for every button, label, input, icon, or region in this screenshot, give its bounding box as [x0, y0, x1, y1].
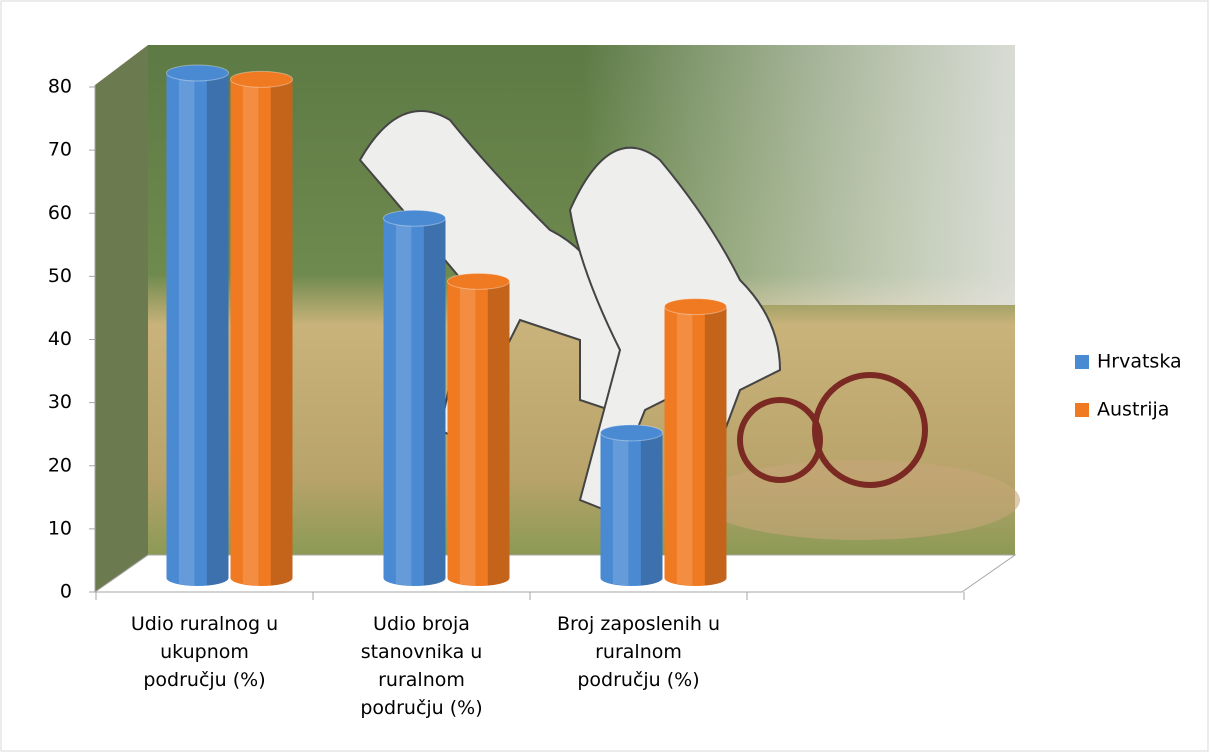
bar-top [167, 65, 229, 81]
cylinder [167, 65, 229, 586]
bar-shade [488, 281, 510, 585]
bar-top [384, 210, 446, 226]
bar-shade [424, 218, 446, 585]
y-tick-label: 50 [48, 265, 72, 287]
cylinder [231, 71, 293, 586]
legend-swatch [1075, 403, 1089, 417]
bar-top [231, 71, 293, 87]
bar-highlight [613, 433, 629, 586]
bar-highlight [396, 218, 412, 586]
legend-label: Austrija [1097, 399, 1169, 421]
x-tick-label: Udio ruralnog u ukupnom području (%) [120, 610, 290, 694]
y-tick-label: 60 [48, 202, 72, 224]
cylinder [384, 210, 446, 586]
cylinder [665, 299, 727, 586]
bar-shade [705, 307, 727, 586]
cylinder [448, 273, 510, 586]
bar-highlight [243, 79, 259, 586]
y-tick-label: 80 [48, 76, 72, 98]
bar-highlight [179, 73, 195, 586]
legend-swatch [1075, 355, 1089, 369]
bar-shade [641, 433, 663, 586]
y-tick-label: 30 [48, 391, 72, 413]
cylinder [601, 425, 663, 586]
bar-top [448, 273, 510, 289]
y-tick-label: 0 [60, 581, 72, 603]
y-tick-label: 10 [48, 517, 72, 539]
chart: 0 10 20 30 40 50 60 70 80 Hrvatska Austrija Udio r… [0, 0, 1210, 753]
x-tick-label: Broj zaposlenih u ruralnom području (%) [554, 610, 724, 694]
bar-shade [271, 79, 293, 585]
x-tick-label: Udio broja stanovnika u ruralnom područj… [337, 610, 507, 722]
bar-highlight [677, 307, 693, 586]
path [700, 460, 1020, 540]
bar-shade [207, 73, 229, 586]
legend-label: Hrvatska [1097, 351, 1182, 373]
side-wall [95, 45, 148, 592]
y-tick-label: 70 [48, 139, 72, 161]
bar-highlight [460, 281, 476, 586]
bar-top [665, 299, 727, 315]
y-tick-label: 20 [48, 454, 72, 476]
bar-top [601, 425, 663, 441]
y-tick-label: 40 [48, 328, 72, 350]
